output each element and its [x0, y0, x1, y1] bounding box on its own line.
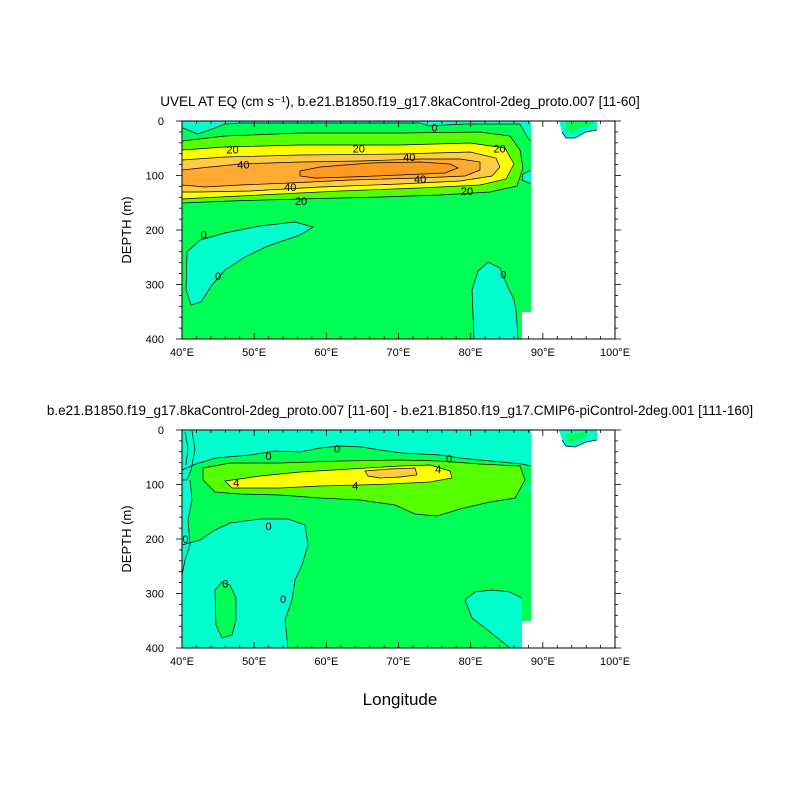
- contour-label: 40: [403, 152, 415, 164]
- bottom-fill-surface-cyan: [182, 430, 531, 470]
- top-contour-panel: UVEL AT EQ (cm s⁻¹), b.e21.B1850.f19_g17…: [119, 94, 640, 359]
- bottom-contour-line: [214, 581, 237, 639]
- contour-label: 20: [295, 196, 307, 208]
- contour-label: 0: [266, 451, 272, 463]
- x-tick-label: 100°E: [600, 656, 630, 668]
- bottom-contour-line: [464, 599, 511, 649]
- top-contour-line: [181, 158, 481, 188]
- bottom-contour-line: [364, 467, 418, 479]
- bottom-contour-line: [181, 479, 193, 576]
- bottom-contour-line: [181, 518, 309, 649]
- bottom-contour-line: [181, 445, 532, 471]
- y-tick-label: 300: [146, 280, 164, 292]
- top-contour-line: [182, 122, 531, 142]
- y-tick-label: 300: [146, 589, 164, 601]
- x-tick-label: 50°E: [242, 347, 266, 359]
- bottom-axes: 40°E 50°E 60°E 70°E 80°E 90°E 100°E 0 100 200 300 4…: [146, 425, 630, 668]
- contour-label: 0: [500, 270, 506, 282]
- bottom-contour-line: [184, 431, 189, 466]
- y-tick-label: 200: [146, 534, 164, 546]
- top-contour-line: [471, 261, 519, 340]
- contour-label: 0: [222, 579, 228, 591]
- x-tick-label: 40°E: [170, 347, 194, 359]
- x-tick-label: 60°E: [314, 347, 338, 359]
- x-tick-label: 50°E: [242, 656, 266, 668]
- contour-label: 4: [352, 481, 358, 493]
- bottom-contour-line: [224, 464, 453, 489]
- top-contour-fills: [182, 121, 615, 339]
- contour-label: 40: [237, 160, 249, 172]
- top-fill-land-patch-green: [566, 121, 595, 133]
- top-contour-line: [299, 161, 459, 179]
- top-contour-line: [521, 169, 532, 185]
- x-tick-label: 70°E: [387, 347, 411, 359]
- top-contour-line: [561, 129, 598, 139]
- top-contour-labels: 20 20 20 40 40 40 40 20 20 0 0 0 0: [201, 123, 507, 283]
- contour-label: 0: [201, 229, 207, 241]
- x-tick-label: 60°E: [314, 656, 338, 668]
- bottom-fill-green-patch: [215, 582, 236, 638]
- top-fill-blob-left: [186, 222, 313, 305]
- bottom-fill-core: [365, 468, 417, 478]
- bottom-fill-edge-cyan: [524, 485, 531, 492]
- top-contour-lines: [181, 122, 598, 340]
- top-fill-blob-right: [472, 262, 518, 339]
- top-contour-line: [181, 151, 501, 193]
- top-contour-line: [181, 142, 515, 200]
- y-tick-label: 0: [158, 116, 164, 128]
- y-tick-label: 100: [146, 171, 164, 183]
- y-tick-label: 0: [158, 425, 164, 437]
- top-fill-surface-cyan: [182, 121, 531, 141]
- top-contour-line: [185, 221, 314, 306]
- bottom-fill-blob-mid-left: [182, 519, 308, 648]
- contour-label: 0: [266, 521, 272, 533]
- contour-label: 0: [215, 271, 221, 283]
- contour-label: 20: [226, 144, 238, 156]
- y-tick-label: 400: [146, 334, 164, 346]
- x-tick-label: 90°E: [531, 347, 555, 359]
- contour-label: 40: [284, 182, 296, 194]
- x-tick-label: 90°E: [531, 656, 555, 668]
- bottom-contour-panel: b.e21.B1850.f19_g17.8kaControl-2deg_prot…: [47, 403, 753, 709]
- contour-label: 0: [334, 444, 340, 456]
- y-tick-label: 100: [146, 480, 164, 492]
- top-contour-line: [181, 131, 524, 204]
- bottom-contour-line: [561, 439, 598, 448]
- contour-label: 20: [493, 143, 505, 155]
- top-land-mask: [522, 121, 615, 339]
- bottom-contour-line: [464, 589, 523, 601]
- contour-label: 0: [183, 534, 189, 546]
- x-tick-label: 40°E: [170, 656, 194, 668]
- contour-label: 40: [414, 174, 426, 186]
- x-tick-label: 80°E: [459, 347, 483, 359]
- y-tick-label: 400: [146, 643, 164, 655]
- top-axes: 40°E 50°E 60°E 70°E 80°E 90°E 100°E01002003004…: [146, 116, 630, 359]
- x-tick-label: 100°E: [600, 347, 630, 359]
- bottom-land-mask: [522, 430, 615, 648]
- bottom-contour-fills: [182, 430, 615, 648]
- bottom-contour-line: [182, 430, 196, 481]
- contour-label: 4: [435, 464, 441, 476]
- bottom-y-axis-label: DEPTH (m): [119, 505, 134, 572]
- x-tick-label: 70°E: [387, 656, 411, 668]
- contour-label: 20: [353, 143, 365, 155]
- contour-label: 0: [446, 453, 452, 465]
- x-tick-label: 80°E: [459, 656, 483, 668]
- contour-label: 0: [280, 594, 286, 606]
- bottom-fill-wall-strands: [182, 430, 195, 480]
- top-y-axis-label: DEPTH (m): [119, 196, 134, 263]
- bottom-contour-lines: [181, 430, 598, 649]
- bottom-fill-blob-right: [465, 590, 522, 648]
- contour-label: 4: [233, 477, 239, 489]
- contour-label: 0: [432, 123, 438, 135]
- contour-label: 20: [461, 186, 473, 198]
- bottom-fill-land-patch-green: [566, 432, 588, 443]
- bottom-panel-title: b.e21.B1850.f19_g17.8kaControl-2deg_prot…: [47, 403, 753, 418]
- bottom-contour-line: [202, 459, 526, 517]
- y-tick-label: 200: [146, 225, 164, 237]
- top-panel-title: UVEL AT EQ (cm s⁻¹), b.e21.B1850.f19_g17…: [160, 94, 639, 109]
- x-axis-label: Longitude: [363, 690, 438, 709]
